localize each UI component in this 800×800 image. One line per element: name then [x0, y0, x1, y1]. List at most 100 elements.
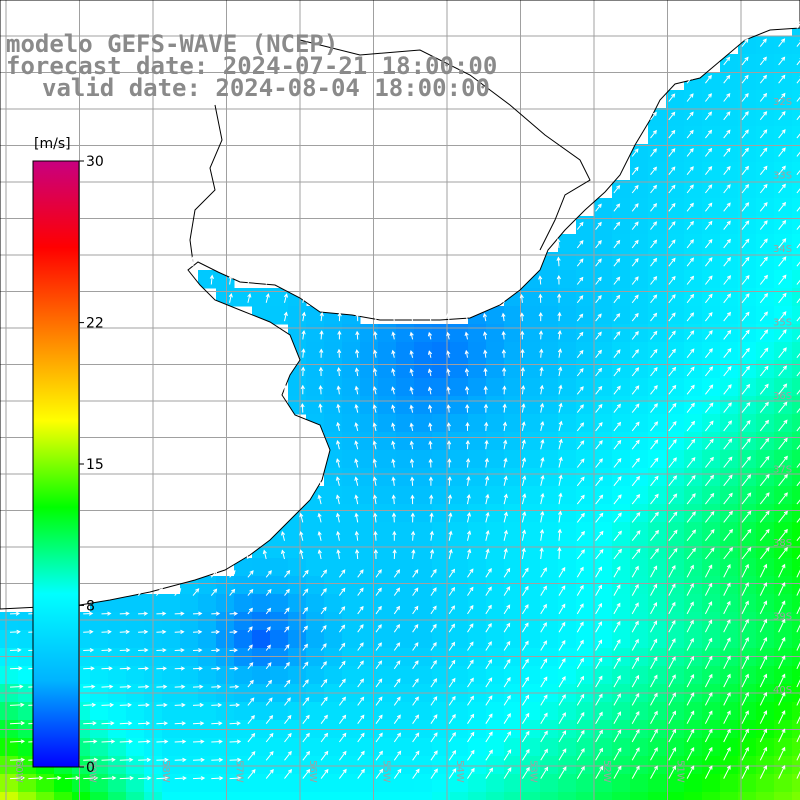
wind-arrow	[448, 695, 456, 706]
field-cell	[720, 108, 739, 127]
field-cell	[288, 738, 307, 757]
field-cell	[324, 522, 343, 541]
wind-arrow	[595, 621, 602, 633]
field-cell	[594, 252, 613, 271]
field-cell	[396, 324, 415, 343]
field-cell	[594, 270, 613, 289]
wind-arrow	[391, 422, 396, 432]
wind-arrow	[705, 492, 715, 505]
wind-arrow	[668, 348, 676, 359]
wind-arrow	[119, 739, 133, 744]
field-cell	[414, 558, 433, 577]
wind-arrow	[595, 367, 603, 377]
wind-arrow	[284, 588, 290, 596]
wind-arrow	[759, 365, 769, 377]
wind-arrow	[192, 611, 203, 616]
field-cell	[90, 702, 109, 721]
field-cell	[432, 594, 451, 613]
field-cell	[720, 198, 739, 217]
wind-arrow	[686, 74, 694, 84]
wind-arrow	[576, 349, 584, 359]
wind-arrow	[484, 421, 489, 431]
wind-arrow	[302, 588, 309, 596]
wind-arrow	[448, 568, 456, 578]
wind-arrow	[521, 676, 529, 688]
field-cell	[450, 594, 469, 613]
wind-arrow	[796, 517, 800, 523]
wind-arrow	[723, 111, 731, 121]
wind-arrow	[759, 473, 770, 487]
field-cell	[666, 90, 685, 109]
wind-arrow	[336, 421, 341, 432]
field-cell	[792, 486, 800, 505]
wind-arrow	[338, 714, 347, 724]
field-cell	[450, 504, 469, 523]
field-cell	[486, 468, 505, 487]
wind-arrow	[300, 384, 305, 395]
wind-arrow	[211, 629, 221, 635]
field-cell	[792, 612, 800, 631]
field-cell	[558, 648, 577, 667]
wind-arrow	[741, 92, 749, 102]
wind-arrow	[485, 530, 490, 541]
wind-arrow	[704, 746, 713, 761]
wind-arrow	[538, 275, 543, 285]
field-cell	[396, 468, 415, 487]
wind-arrow	[244, 549, 249, 560]
wind-arrow	[576, 747, 585, 761]
wind-arrow	[119, 775, 134, 781]
field-cell	[504, 450, 523, 469]
wind-arrow	[301, 329, 306, 340]
wind-arrow	[540, 510, 545, 523]
field-cell	[612, 378, 631, 397]
wind-arrow	[778, 329, 787, 340]
wind-arrow	[705, 275, 713, 285]
field-cell	[774, 756, 793, 775]
wind-arrow	[741, 38, 749, 47]
field-cell	[522, 774, 541, 793]
field-cell	[522, 738, 541, 757]
field-cell	[558, 702, 577, 721]
wind-arrow	[705, 529, 715, 542]
wind-arrow	[409, 404, 414, 413]
wind-arrow	[613, 439, 622, 450]
wind-arrow	[338, 696, 346, 706]
wind-arrow	[64, 775, 80, 781]
field-cell	[738, 486, 757, 505]
coastline-path	[0, 0, 800, 610]
field-cell	[504, 378, 523, 397]
wind-arrow	[9, 611, 21, 616]
field-cell	[540, 450, 559, 469]
field-cell	[756, 216, 775, 235]
field-cell	[684, 108, 703, 127]
wind-arrow	[357, 678, 365, 688]
field-cell	[414, 486, 433, 505]
wind-arrow	[723, 238, 731, 249]
wind-arrow	[428, 404, 433, 413]
field-cell	[522, 648, 541, 667]
field-cell	[558, 378, 577, 397]
wind-arrow	[668, 294, 676, 304]
wind-arrow	[595, 313, 602, 322]
wind-arrow	[265, 607, 272, 615]
field-cell	[468, 792, 487, 800]
wind-arrow	[156, 588, 163, 596]
wind-arrow	[613, 313, 621, 322]
field-cell	[504, 558, 523, 577]
wind-arrow	[704, 692, 713, 706]
wind-arrow	[759, 147, 768, 157]
wind-arrow	[704, 655, 713, 670]
wind-arrow	[723, 74, 731, 84]
wind-arrow	[409, 331, 414, 340]
field-cell	[108, 666, 127, 685]
wind-arrow	[101, 702, 115, 708]
wind-arrow	[704, 728, 713, 743]
wind-arrow	[262, 549, 267, 560]
wind-arrow	[778, 618, 786, 633]
wind-arrow	[9, 684, 24, 689]
field-cell	[792, 144, 800, 163]
field-cell	[738, 450, 757, 469]
wind-arrow	[412, 678, 419, 688]
field-cell	[90, 738, 109, 757]
